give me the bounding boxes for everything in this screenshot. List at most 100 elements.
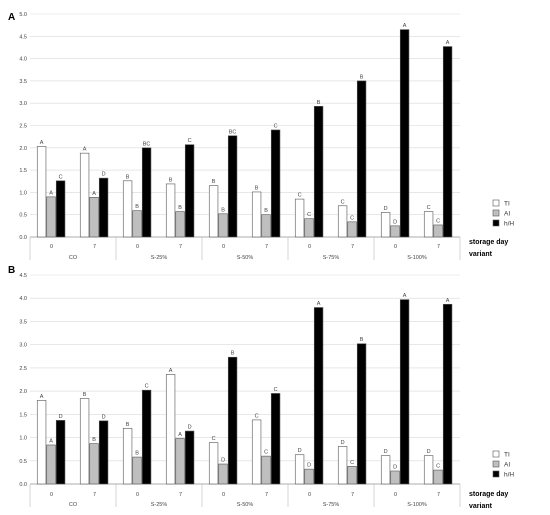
storage-day-label: 7 [265, 244, 268, 250]
bar-ti [423, 211, 434, 238]
significance-label: C [341, 199, 345, 205]
legend-swatch [492, 209, 500, 217]
significance-label: C [264, 450, 268, 456]
y-tick-label: 0.0 [19, 482, 27, 488]
significance-label: C [274, 387, 278, 393]
significance-label: B [135, 204, 139, 210]
panel-b-legend: TI AI h/H [492, 450, 514, 479]
storage-day-label: 7 [93, 244, 96, 250]
panel-b-letter: B [8, 265, 15, 276]
significance-label: A [446, 40, 450, 46]
bar-hh [98, 177, 109, 238]
significance-label: A [40, 140, 44, 146]
bar-hh [141, 147, 152, 238]
y-tick-label: 1.5 [19, 168, 27, 174]
bar-ti [165, 374, 176, 485]
significance-label: A [403, 23, 407, 29]
bar-ti [294, 198, 305, 238]
significance-label: D [384, 206, 388, 212]
y-tick-label: 4.5 [19, 34, 27, 40]
bar-ai [304, 218, 314, 238]
bar-ai [89, 197, 99, 238]
storage-day-label: 7 [437, 244, 440, 250]
significance-label: A [403, 293, 407, 299]
panel-b-y-ticks: 0.0 0.5 1.0 1.5 2.0 2.5 3.0 3.5 4.0 4.5 [19, 273, 27, 488]
panel-a-legend: TI AI h/H [492, 199, 514, 228]
storage-day-label: 7 [265, 492, 268, 498]
significance-label: B [135, 451, 139, 457]
bar-ai [347, 466, 357, 485]
storage-day-label: 7 [93, 492, 96, 498]
bar-ai [304, 468, 314, 485]
bar-ai [218, 463, 228, 485]
significance-label: B [360, 337, 364, 343]
y-tick-label: 1.0 [19, 190, 27, 196]
panel-a-bars [36, 29, 453, 238]
significance-label: B [255, 185, 259, 191]
bar-hh [270, 129, 281, 238]
y-tick-label: 1.5 [19, 412, 27, 418]
significance-label: C [188, 138, 192, 144]
bar-ai [433, 224, 443, 238]
y-tick-label: 4.0 [19, 57, 27, 63]
bar-hh [98, 420, 109, 485]
bar-ai [433, 469, 443, 485]
significance-label: D [188, 425, 192, 431]
bar-hh [442, 303, 453, 485]
significance-label: A [178, 432, 182, 438]
y-tick-label: 0.0 [19, 235, 27, 241]
significance-label: C [59, 174, 63, 180]
legend-label: TI [504, 201, 510, 208]
chart-panel-a: A 0.0 0.5 1.0 1.5 2.0 2.5 3.0 3.5 4.0 4.5 5.0 A A C A… [8, 12, 514, 261]
storage-day-label: 0 [50, 244, 53, 250]
storage-day-label: 0 [136, 244, 139, 250]
y-tick-label: 3.0 [19, 101, 27, 107]
y-tick-label: 5.0 [19, 12, 27, 18]
chart-panel-b: B 0.00.51.01.52.02.53.03.54.04.5 AADBBDB… [8, 265, 514, 510]
variant-label: CO [69, 502, 78, 508]
significance-label: C [350, 215, 354, 221]
bar-hh [270, 393, 281, 485]
significance-label: A [92, 191, 96, 197]
significance-label: A [446, 298, 450, 304]
significance-label: A [49, 438, 53, 444]
variant-label: S-25% [151, 255, 168, 261]
significance-label: B [178, 205, 182, 211]
legend-label: AI [504, 462, 510, 469]
variant-label: S-100% [407, 255, 427, 261]
y-tick-label: 0.5 [19, 213, 27, 219]
variant-label: S-100% [407, 502, 427, 508]
legend-swatch [492, 219, 500, 227]
panel-a-y-ticks: 0.0 0.5 1.0 1.5 2.0 2.5 3.0 3.5 4.0 4.5 5.0 [19, 12, 27, 241]
bar-ai [347, 221, 357, 238]
y-tick-label: 4.5 [19, 273, 27, 279]
significance-label: A [317, 301, 321, 307]
storage-day-label: 0 [394, 492, 397, 498]
significance-label: D [59, 414, 63, 420]
significance-label: B [126, 174, 130, 180]
significance-label: A [83, 147, 87, 153]
significance-label: BC [143, 141, 151, 147]
bar-hh [227, 135, 238, 238]
panel-a-variant-label: variant [469, 251, 493, 258]
significance-label: D [393, 464, 397, 470]
panel-a-storage-day-label: storage day [469, 239, 508, 246]
significance-label: B [231, 351, 235, 357]
significance-label: A [169, 368, 173, 374]
bar-ai [261, 455, 271, 485]
legend-label: h/H [504, 472, 514, 479]
legend-label: TI [504, 452, 510, 459]
y-tick-label: 0.5 [19, 459, 27, 465]
bar-ti [337, 205, 348, 238]
significance-label: A [49, 190, 53, 196]
bar-hh [356, 80, 367, 238]
significance-label: C [145, 384, 149, 390]
y-tick-label: 3.0 [19, 343, 27, 349]
bar-ti [337, 446, 348, 485]
significance-label: B [317, 100, 321, 106]
bar-ai [46, 444, 56, 485]
storage-day-label: 7 [351, 244, 354, 250]
